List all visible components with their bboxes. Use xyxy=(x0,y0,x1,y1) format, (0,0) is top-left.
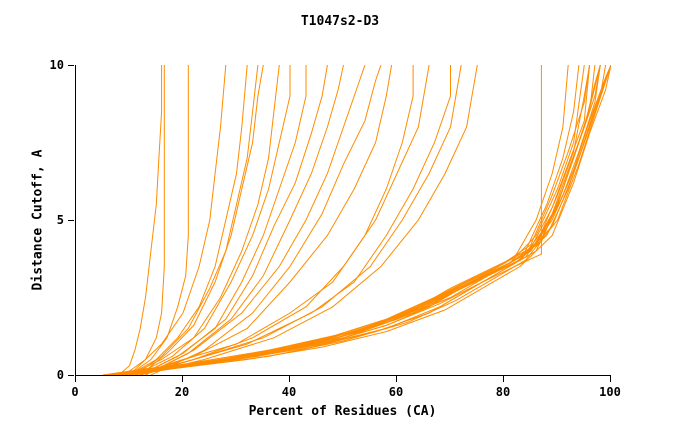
model-curve xyxy=(113,65,542,375)
y-tick-mark xyxy=(68,219,74,221)
model-curve xyxy=(134,65,462,375)
x-tick-mark xyxy=(288,376,290,382)
x-axis-label: Percent of Residues (CA) xyxy=(248,404,437,419)
model-curve xyxy=(108,65,585,375)
model-curve xyxy=(113,65,580,375)
x-tick-label: 100 xyxy=(599,385,621,399)
x-tick-label: 80 xyxy=(495,385,511,399)
model-curve xyxy=(139,65,328,375)
model-curve xyxy=(145,65,366,375)
x-tick-mark xyxy=(502,376,504,382)
x-tick-label: 60 xyxy=(388,385,404,399)
x-tick-label: 0 xyxy=(71,385,79,399)
model-curve xyxy=(139,65,264,375)
x-tick-mark xyxy=(74,376,76,382)
plot-area xyxy=(75,65,611,376)
model-curve xyxy=(129,65,611,375)
model-curve xyxy=(145,65,344,375)
y-tick-label: 0 xyxy=(56,368,64,382)
model-curve xyxy=(150,65,382,375)
model-curve xyxy=(129,65,165,375)
x-tick-label: 40 xyxy=(281,385,297,399)
curves-svg xyxy=(102,65,611,375)
y-tick-mark xyxy=(68,64,74,66)
model-curve xyxy=(118,65,601,375)
model-curve xyxy=(140,65,430,375)
model-curve xyxy=(129,65,280,375)
model-curve xyxy=(102,65,601,375)
model-curve xyxy=(118,65,163,375)
x-tick-mark xyxy=(395,376,397,382)
model-curve xyxy=(118,65,591,375)
chart-title: T1047s2-D3 xyxy=(300,14,380,29)
model-curve xyxy=(113,65,596,375)
model-curve xyxy=(118,65,591,375)
y-tick-label: 5 xyxy=(56,213,64,227)
x-tick-mark xyxy=(181,376,183,382)
y-tick-label: 10 xyxy=(49,58,64,72)
x-tick-mark xyxy=(609,376,611,382)
y-tick-mark xyxy=(68,374,74,376)
model-curve xyxy=(123,65,227,375)
model-curve xyxy=(134,65,259,375)
model-curve xyxy=(140,65,393,375)
model-curve xyxy=(129,65,189,375)
model-curve xyxy=(108,65,569,375)
model-curve xyxy=(140,65,478,375)
model-curve xyxy=(129,65,248,375)
model-curve xyxy=(134,65,611,375)
model-curve xyxy=(134,65,291,375)
x-tick-label: 20 xyxy=(174,385,190,399)
